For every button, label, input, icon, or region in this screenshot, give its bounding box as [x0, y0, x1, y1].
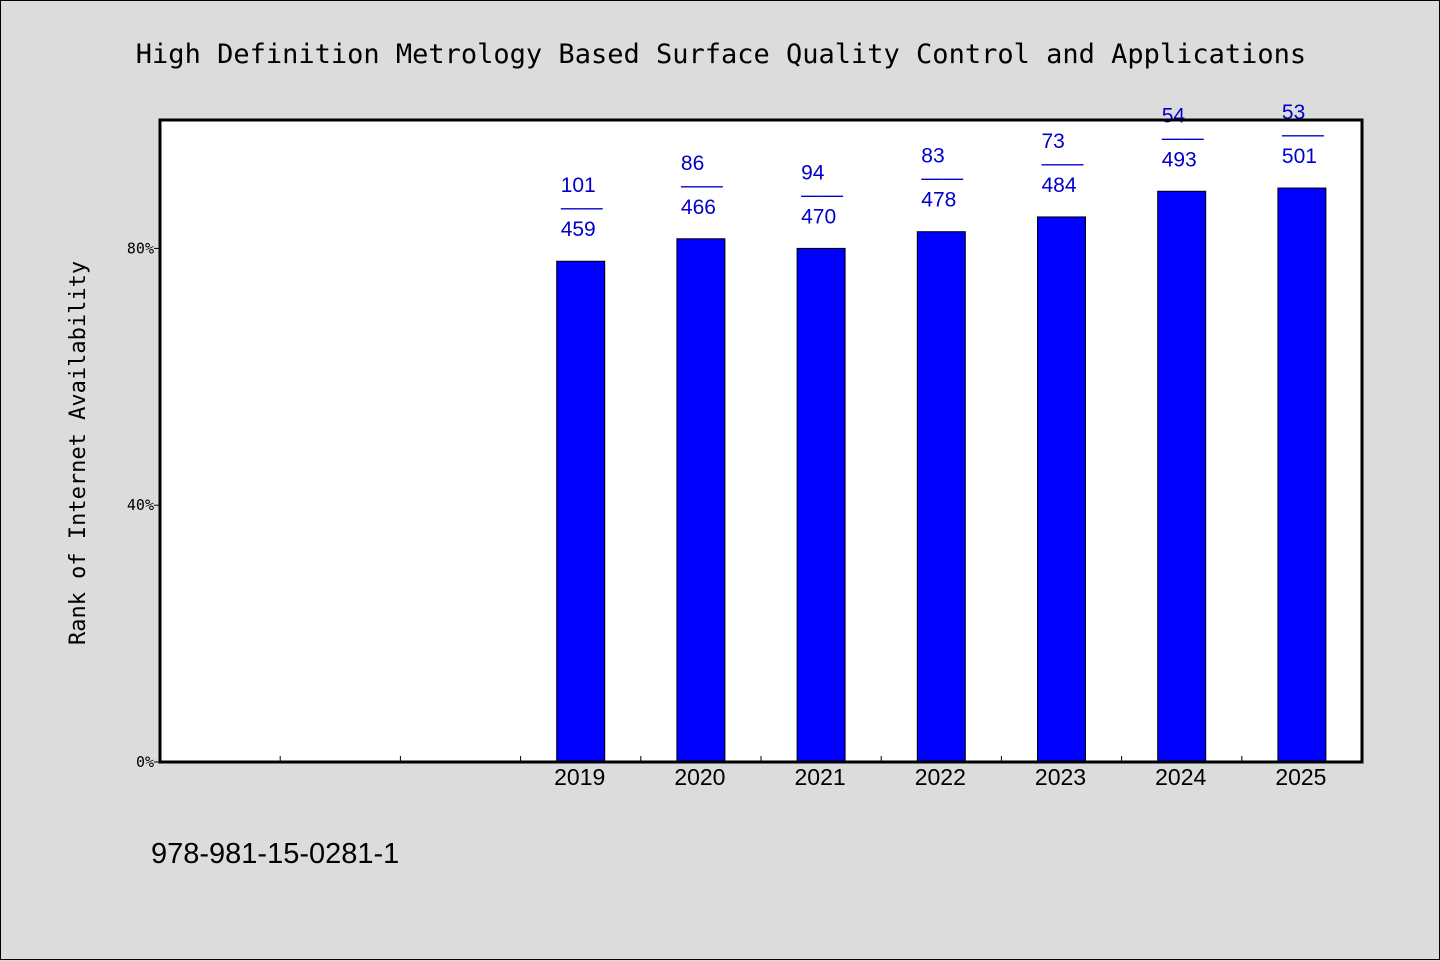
- x-tick-label: 2023: [1035, 764, 1086, 790]
- data-label-total: 484: [1042, 174, 1077, 197]
- data-label-separator: ——: [561, 196, 603, 219]
- y-axis-label: Rank of Internet Availability: [66, 261, 91, 645]
- data-label-rank: 83: [921, 145, 944, 168]
- y-tick-label: 40%: [127, 496, 154, 514]
- y-tick-label: 0%: [136, 753, 154, 771]
- x-tick-label: 2019: [554, 764, 605, 790]
- data-label-separator: ——: [921, 167, 963, 190]
- data-label-rank: 73: [1042, 130, 1065, 153]
- data-label-rank: 94: [801, 161, 825, 184]
- data-label-total: 459: [561, 218, 596, 241]
- chart-title: High Definition Metrology Based Surface …: [136, 39, 1306, 70]
- x-tick-label: 2020: [674, 764, 725, 790]
- data-labels: 101——45986——46694——47083——47873——48454——…: [561, 101, 1324, 241]
- data-label-separator: ——: [1282, 123, 1324, 146]
- plot-border: [158, 118, 1364, 764]
- data-label-total: 478: [921, 189, 956, 212]
- isbn-text: 978-981-15-0281-1: [151, 838, 399, 870]
- bar: [796, 247, 846, 763]
- y-tick-label: 80%: [127, 239, 154, 257]
- data-label-separator: ——: [1042, 152, 1084, 175]
- bar: [556, 260, 606, 763]
- data-label-total: 470: [801, 205, 836, 228]
- axis-ticks: 0% 40% 80% 2019 2020 2021 2022 2023 2024 2025: [127, 239, 1327, 790]
- data-label-total: 493: [1162, 148, 1197, 171]
- data-label-rank: 86: [681, 152, 704, 175]
- data-label-rank: 53: [1282, 101, 1305, 124]
- bar: [1157, 190, 1207, 763]
- x-tick-label: 2024: [1155, 764, 1206, 790]
- x-tick-label: 2025: [1275, 764, 1326, 790]
- data-label-rank: 54: [1162, 104, 1186, 127]
- x-tick-label: 2021: [795, 764, 846, 790]
- data-label-separator: ——: [801, 183, 843, 206]
- data-label-total: 466: [681, 196, 716, 219]
- bar: [1037, 216, 1086, 763]
- x-tick-label: 2022: [915, 764, 966, 790]
- data-label-rank: 101: [561, 174, 596, 197]
- bar: [676, 238, 726, 763]
- data-label-separator: ——: [681, 174, 723, 197]
- bar: [1277, 187, 1327, 763]
- data-label-separator: ——: [1162, 126, 1204, 149]
- bars: [556, 187, 1327, 763]
- data-label-total: 501: [1282, 145, 1317, 168]
- bar: [916, 231, 966, 763]
